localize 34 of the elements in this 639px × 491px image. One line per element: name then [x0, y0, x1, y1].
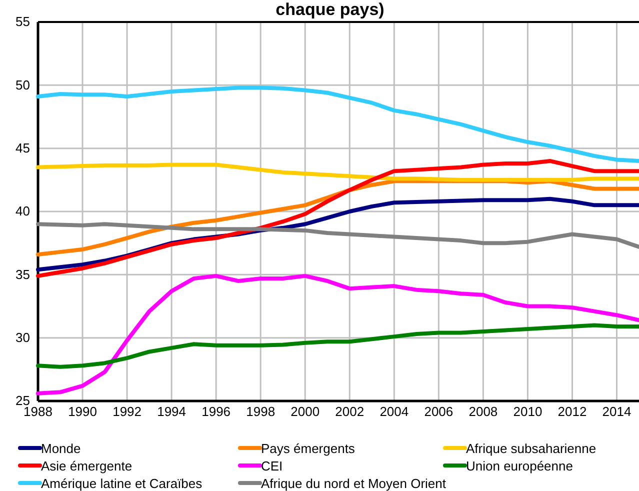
line-series [36, 86, 639, 163]
x-tick-label: 2010 [513, 404, 542, 420]
x-tick-label: 1998 [246, 404, 276, 420]
legend-label: Amérique latine et Caraïbes [41, 476, 203, 491]
x-tick-label: 2012 [558, 404, 587, 420]
x-tick-label: 1996 [202, 404, 231, 420]
line-series [36, 222, 639, 249]
x-tick-label: 2008 [468, 404, 498, 420]
line-series [36, 323, 639, 369]
legend-label: Afrique du nord et Moyen Orient [261, 476, 446, 491]
y-tick-label: 35 [16, 266, 30, 282]
legend-label: Union européenne [466, 458, 573, 474]
legend-label: Pays émergents [261, 441, 356, 456]
y-tick-label: 30 [16, 330, 30, 345]
x-tick-label: 1994 [157, 404, 186, 420]
y-tick-label: 45 [16, 140, 30, 156]
x-tick-label: 2014 [602, 404, 632, 420]
x-tick-label: 1992 [112, 404, 142, 420]
legend-label: Afrique subsaharienne [466, 441, 596, 456]
line-series [36, 274, 639, 396]
legend-label: Monde [41, 441, 81, 456]
y-tick-label: 40 [16, 204, 30, 219]
line-series [36, 162, 639, 182]
y-tick-label: 55 [16, 14, 30, 30]
x-tick-label: 2004 [380, 404, 409, 420]
line-series [36, 158, 639, 278]
chart-title: chaque pays) [276, 0, 384, 19]
x-tick-label: 2006 [424, 404, 454, 420]
legend-label: Asie émergente [41, 458, 132, 474]
x-tick-label: 1990 [68, 404, 97, 420]
y-tick-label: 50 [16, 77, 30, 92]
x-tick-label: 2002 [335, 404, 364, 420]
x-tick-label: 2000 [290, 404, 320, 420]
legend-label: CEI [261, 458, 283, 474]
